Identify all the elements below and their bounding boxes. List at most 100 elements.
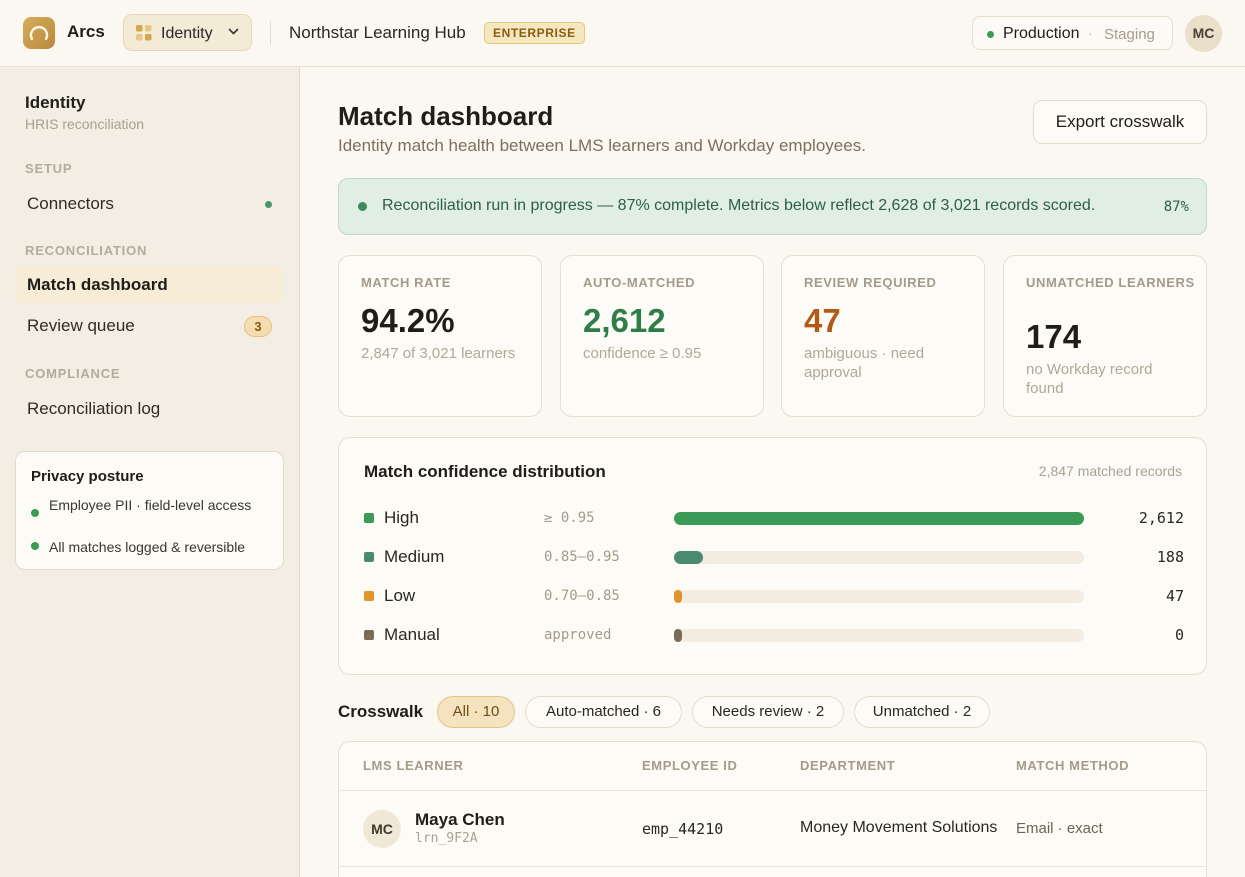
privacy-posture-card: Privacy posture Employee PII · field-lev… [15, 451, 284, 570]
distribution-row-high: High ≥ 0.95 2,612 [339, 508, 1208, 528]
filter-chip-needs-review[interactable]: Needs review · 2 [692, 696, 844, 728]
row-count: 188 [1156, 548, 1184, 566]
distribution-row-medium: Medium 0.85–0.95 188 [339, 547, 1208, 567]
kpi-value: 2,612 [583, 302, 666, 339]
grid-icon [136, 25, 152, 41]
column-header-employee-id[interactable]: EMPLOYEE ID [642, 758, 738, 773]
kpi-value: 47 [804, 302, 841, 339]
page-subtitle: Identity match health between LMS learne… [338, 136, 866, 155]
progress-track [674, 512, 1084, 525]
sidebar: Identity HRIS reconciliation SETUP Conne… [0, 67, 300, 877]
kpi-subtext: 2,847 of 3,021 learners [361, 345, 516, 362]
filter-chip-all[interactable]: All · 10 [437, 696, 515, 728]
section-compliance: COMPLIANCE [25, 366, 121, 381]
column-header-learner[interactable]: LMS LEARNER [363, 758, 464, 773]
sidebar-item-label: Reconciliation log [27, 399, 161, 418]
distribution-row-manual: Manual approved 0 [339, 625, 1208, 645]
status-dot-icon [987, 31, 994, 38]
divider [270, 21, 271, 45]
progress-track [674, 629, 1084, 642]
sidebar-item-review-queue[interactable]: Review queue 3 [15, 308, 284, 344]
row-range: 0.85–0.95 [544, 549, 620, 565]
kpi-subtext: confidence ≥ 0.95 [583, 345, 702, 362]
filter-chip-auto-matched[interactable]: Auto-matched · 6 [525, 696, 682, 728]
env-production[interactable]: Production [1003, 25, 1080, 42]
legend-swatch [364, 513, 374, 523]
progress-banner: Reconciliation run in progress — 87% com… [338, 178, 1207, 235]
distribution-title: Match confidence distribution [364, 462, 606, 481]
org-name: Northstar Learning Hub [289, 23, 466, 42]
legend-swatch [364, 630, 374, 640]
distribution-row-low: Low 0.70–0.85 47 [339, 586, 1208, 606]
row-range: approved [544, 627, 612, 643]
progress-fill [674, 551, 703, 564]
workspace-switcher[interactable]: Identity [123, 14, 252, 51]
kpi-auto-matched: AUTO-MATCHED 2,612 confidence ≥ 0.95 [560, 255, 764, 417]
kpi-subtext: no Workday record found [1026, 361, 1153, 397]
divider [339, 866, 1206, 867]
row-range: ≥ 0.95 [544, 510, 595, 526]
row-name: Medium [384, 547, 445, 566]
confidence-distribution-card: Match confidence distribution 2,847 matc… [338, 437, 1207, 675]
kpi-subtext: ambiguous · need approval [804, 345, 925, 381]
page-title: Match dashboard [338, 101, 554, 131]
legend-swatch [364, 552, 374, 562]
kpi-label: REVIEW REQUIRED [804, 275, 937, 290]
brand-name: Arcs [67, 22, 105, 41]
check-dot-icon [31, 509, 39, 517]
banner-text: Reconciliation run in progress — 87% com… [382, 197, 1096, 214]
legend-swatch [364, 591, 374, 601]
match-method: Email · exact [1016, 820, 1103, 837]
column-header-department[interactable]: DEPARTMENT [800, 758, 896, 773]
section-reconciliation: RECONCILIATION [25, 243, 148, 258]
filter-chip-unmatched[interactable]: Unmatched · 2 [854, 696, 990, 728]
chevron-down-icon [228, 28, 239, 35]
privacy-title: Privacy posture [31, 468, 144, 485]
progress-dot-icon [358, 202, 367, 211]
tier-badge: ENTERPRISE [484, 22, 585, 44]
crosswalk-table: LMS LEARNER EMPLOYEE ID DEPARTMENT MATCH… [338, 741, 1207, 877]
sidebar-item-label: Match dashboard [27, 275, 168, 294]
sidebar-item-match-dashboard[interactable]: Match dashboard [15, 267, 284, 303]
environment-switcher[interactable]: Production · Staging [972, 16, 1173, 50]
kpi-match-rate: MATCH RATE 94.2% 2,847 of 3,021 learners [338, 255, 542, 417]
kpi-review-required: REVIEW REQUIRED 47 ambiguous · need appr… [781, 255, 985, 417]
sidebar-item-connectors[interactable]: Connectors [15, 186, 284, 222]
row-name: Low [384, 586, 416, 605]
section-setup: SETUP [25, 161, 73, 176]
crosswalk-title: Crosswalk [338, 702, 424, 721]
department: Money Movement Solutions [800, 819, 998, 836]
sidebar-item-reconciliation-log[interactable]: Reconciliation log [15, 391, 284, 427]
progress-track [674, 590, 1084, 603]
env-separator: · [1088, 25, 1093, 41]
env-staging[interactable]: Staging [1104, 26, 1155, 43]
learner-name: Maya Chen [415, 810, 505, 829]
review-count-badge: 3 [244, 316, 272, 337]
learner-id: lrn_9F2A [415, 831, 478, 846]
kpi-label: MATCH RATE [361, 275, 452, 290]
sidebar-subtitle: HRIS reconciliation [25, 116, 145, 132]
distribution-note: 2,847 matched records [1038, 463, 1182, 479]
divider [339, 790, 1206, 791]
arcs-logo-icon[interactable] [23, 17, 55, 49]
privacy-item: All matches logged & reversible [49, 539, 246, 555]
sidebar-item-label: Connectors [27, 194, 114, 213]
kpi-label: AUTO-MATCHED [583, 275, 696, 290]
kpi-value: 94.2% [361, 302, 455, 339]
privacy-item: Employee PII · field-level access [49, 497, 252, 513]
kpi-value: 174 [1026, 318, 1082, 355]
row-count: 47 [1165, 587, 1184, 605]
user-avatar[interactable]: MC [1185, 15, 1222, 52]
export-crosswalk-button[interactable]: Export crosswalk [1033, 100, 1207, 144]
banner-percent: 87% [1163, 199, 1189, 215]
sidebar-title: Identity [25, 93, 86, 112]
column-header-match-method[interactable]: MATCH METHOD [1016, 758, 1130, 773]
workspace-label: Identity [161, 25, 213, 42]
progress-fill [674, 590, 682, 603]
avatar: MC [363, 810, 401, 848]
row-count: 2,612 [1138, 509, 1184, 527]
row-range: 0.70–0.85 [544, 588, 620, 604]
kpi-unmatched-learners: UNMATCHED LEARNERS 174 no Workday record… [1003, 255, 1207, 417]
employee-id: emp_44210 [642, 820, 724, 838]
connected-dot-icon [265, 201, 272, 208]
